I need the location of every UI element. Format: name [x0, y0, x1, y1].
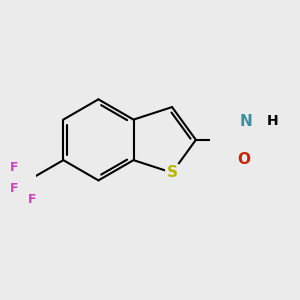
Text: F: F: [10, 161, 18, 174]
Text: F: F: [28, 193, 37, 206]
Text: O: O: [237, 152, 250, 166]
Text: S: S: [167, 165, 178, 180]
Text: F: F: [10, 182, 18, 195]
Text: H: H: [267, 114, 278, 128]
Text: N: N: [240, 114, 252, 129]
